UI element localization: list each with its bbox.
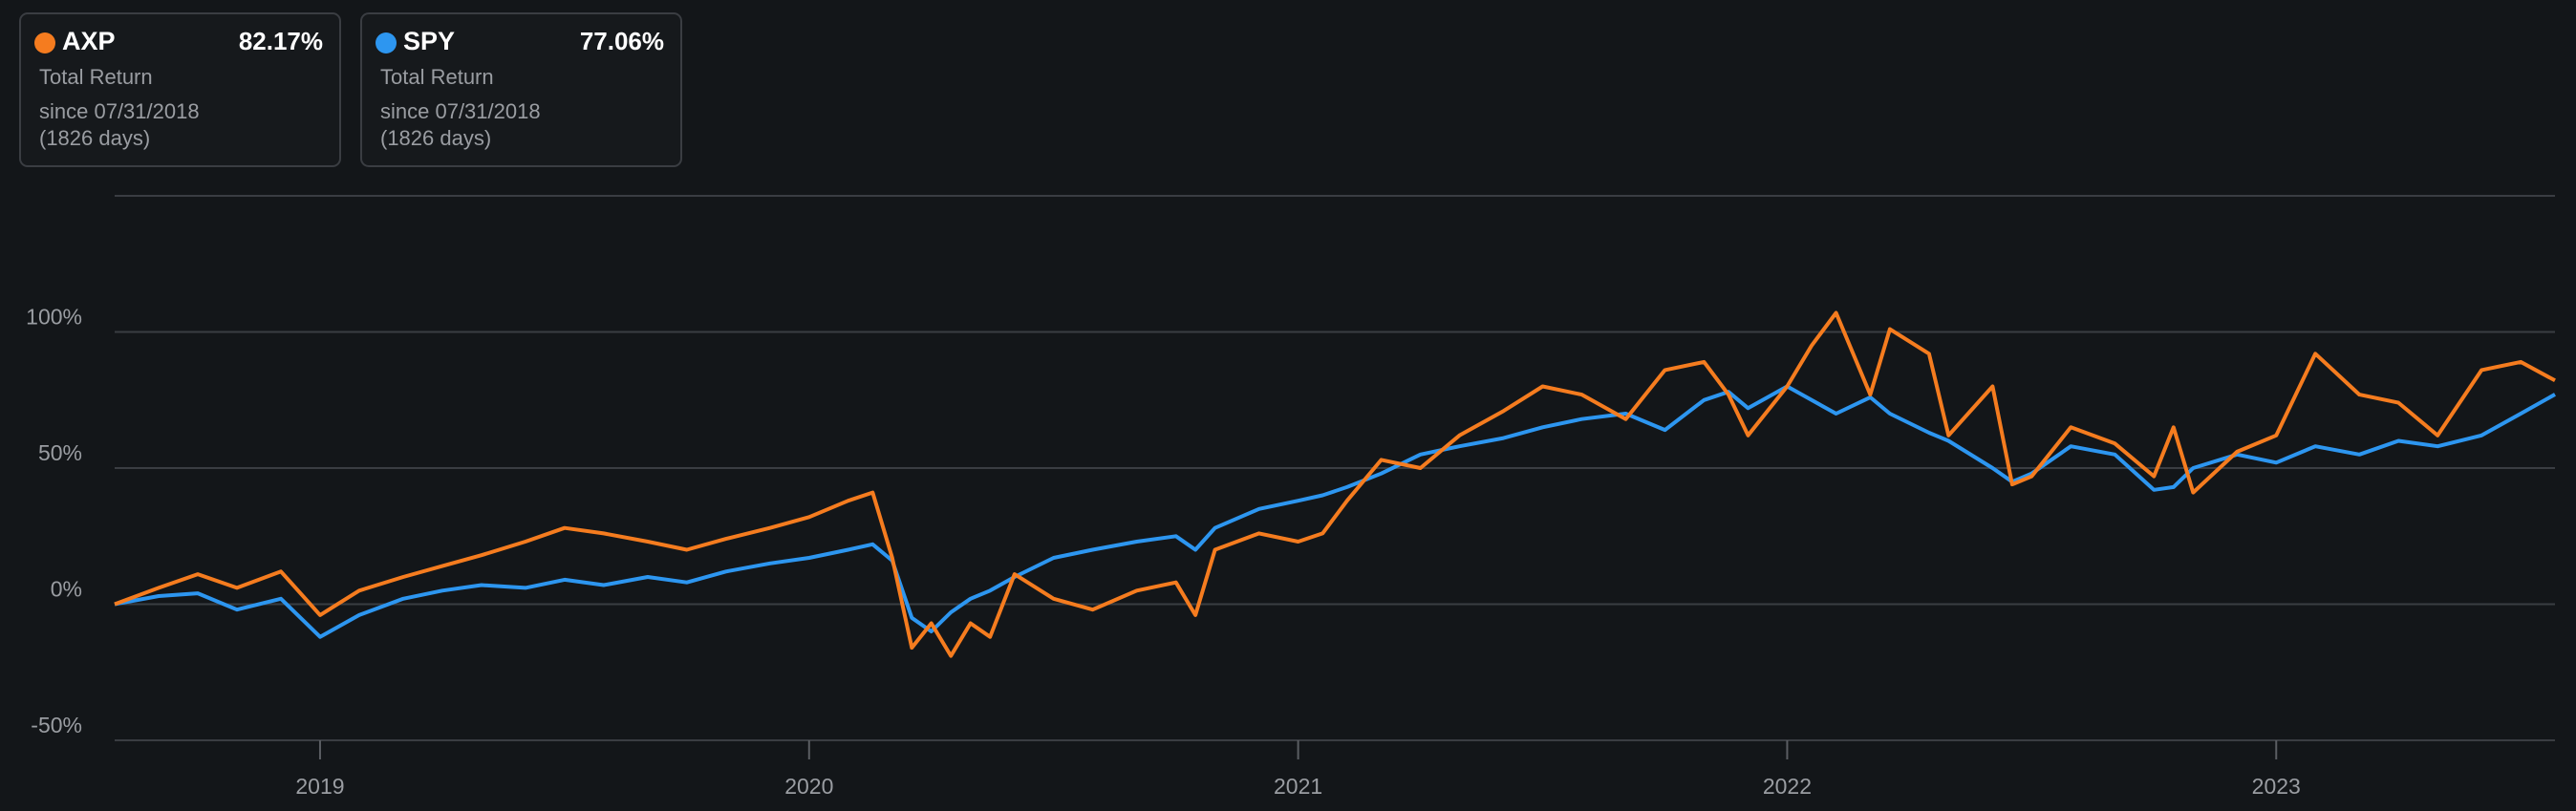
x-tick-label: 2020 — [784, 774, 833, 799]
legend-metric: Total Return — [39, 65, 153, 89]
legend-days: (1826 days) — [39, 126, 150, 150]
legend-total-return: 77.06% — [580, 27, 664, 55]
y-tick-label: 100% — [26, 305, 82, 330]
legend-card: SPY 77.06% Total Return since 07/31/2018 (18… — [360, 12, 682, 167]
legend-total-return: 82.17% — [239, 27, 323, 55]
legend-name: AXP — [62, 27, 116, 55]
legend-name: SPY — [403, 27, 455, 55]
legend-card: AXP 82.17% Total Return since 07/31/2018 (18… — [19, 12, 341, 167]
legend-since: since 07/31/2018 — [39, 99, 200, 123]
legend-since: since 07/31/2018 — [380, 99, 541, 123]
legend-swatch — [376, 32, 397, 53]
legend-days: (1826 days) — [380, 126, 491, 150]
x-tick-label: 2023 — [2252, 774, 2301, 799]
legend-metric: Total Return — [380, 65, 494, 89]
x-tick-label: 2019 — [295, 774, 344, 799]
legend-card-box — [360, 12, 682, 167]
y-tick-label: 50% — [38, 440, 82, 465]
series-line — [114, 310, 2556, 658]
legend-swatch — [34, 32, 55, 53]
legend-card-box — [19, 12, 341, 167]
x-tick-label: 2022 — [1763, 774, 1812, 799]
y-tick-label: 0% — [51, 577, 82, 602]
x-tick-label: 2021 — [1274, 774, 1322, 799]
y-tick-label: -50% — [31, 713, 82, 737]
series-line — [114, 384, 2556, 639]
